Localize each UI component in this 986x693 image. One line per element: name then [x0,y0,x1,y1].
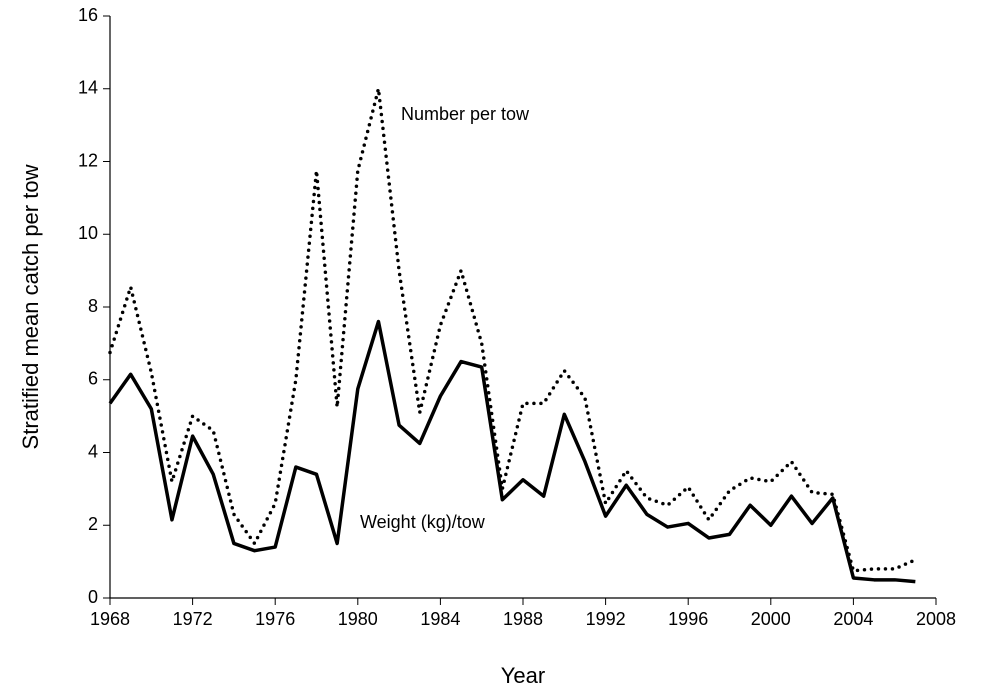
y-tick-label: 4 [88,441,98,461]
x-axis-title: Year [501,663,545,688]
y-tick-label: 2 [88,514,98,534]
x-tick-label: 2008 [916,609,956,629]
y-tick-label: 8 [88,296,98,316]
x-tick-label: 1976 [255,609,295,629]
x-tick-label: 1980 [338,609,378,629]
x-tick-label: 2004 [833,609,873,629]
x-tick-label: 1972 [173,609,213,629]
x-tick-label: 1984 [420,609,460,629]
y-axis-title: Stratified mean catch per tow [18,164,43,449]
series-label: Number per tow [401,104,530,124]
x-tick-label: 1968 [90,609,130,629]
series-label: Weight (kg)/tow [360,512,486,532]
y-tick-label: 12 [78,150,98,170]
data-line [108,319,916,584]
x-tick-label: 2000 [751,609,791,629]
y-tick-label: 16 [78,5,98,25]
y-tick-label: 10 [78,223,98,243]
x-tick-label: 1996 [668,609,708,629]
y-tick-label: 6 [88,369,98,389]
x-tick-label: 1992 [586,609,626,629]
y-tick-label: 14 [78,78,98,98]
y-tick-label: 0 [88,587,98,607]
x-tick-label: 1988 [503,609,543,629]
data-line [108,87,918,573]
